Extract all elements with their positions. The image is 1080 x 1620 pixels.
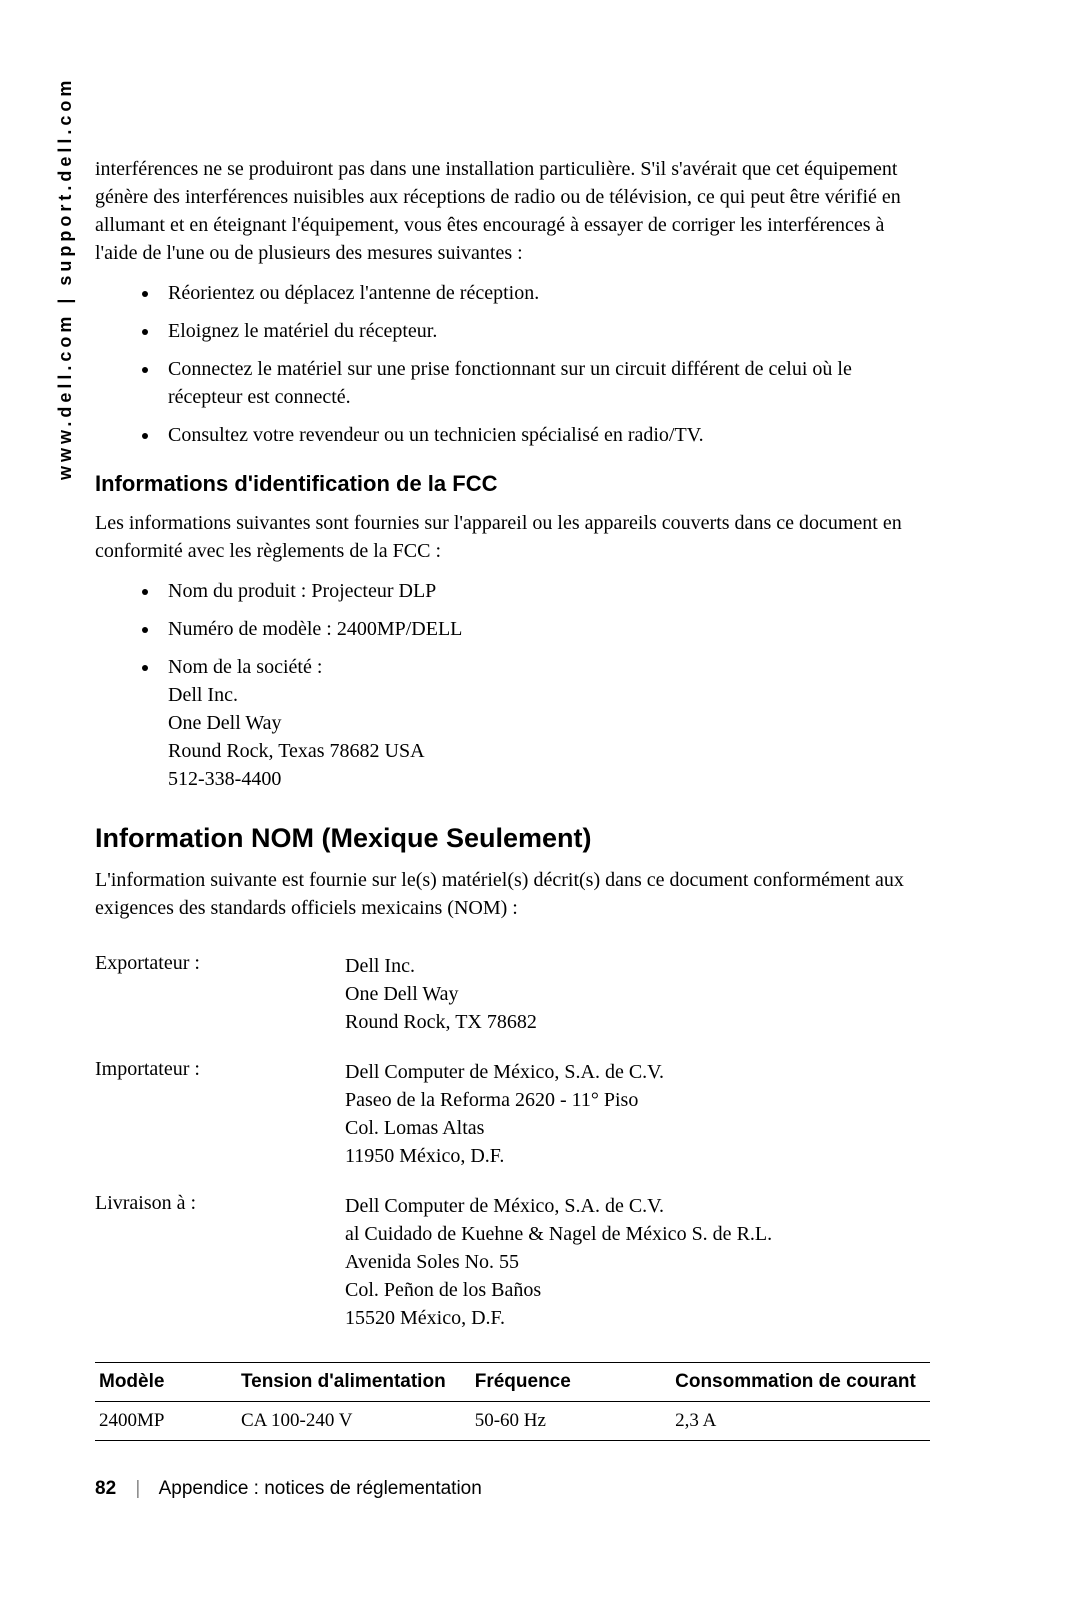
list-item: Réorientez ou déplacez l'antenne de réce… xyxy=(160,279,930,307)
list-item: Nom du produit : Projecteur DLP xyxy=(160,577,930,605)
col-header-voltage: Tension d'alimentation xyxy=(237,1363,471,1402)
info-label: Exportateur : xyxy=(95,952,345,1036)
cell-model: 2400MP xyxy=(95,1402,237,1441)
info-value: Dell Inc. One Dell Way Round Rock, TX 78… xyxy=(345,952,537,1036)
cell-frequency: 50-60 Hz xyxy=(471,1402,671,1441)
fcc-id-heading: Informations d'identification de la FCC xyxy=(95,471,930,497)
address-line: 512-338-4400 xyxy=(168,765,930,793)
table-row: 2400MP CA 100-240 V 50-60 Hz 2,3 A xyxy=(95,1402,930,1441)
list-item: Eloignez le matériel du récepteur. xyxy=(160,317,930,345)
footer-title: Appendice : notices de réglementation xyxy=(159,1478,482,1499)
cell-current: 2,3 A xyxy=(671,1402,930,1441)
address-line: Dell Inc. xyxy=(168,681,930,709)
nom-heading: Information NOM (Mexique Seulement) xyxy=(95,823,930,854)
list-item: Connectez le matériel sur une prise fonc… xyxy=(160,355,930,411)
address-line: 15520 México, D.F. xyxy=(345,1304,772,1332)
address-line: al Cuidado de Kuehne & Nagel de México S… xyxy=(345,1220,772,1248)
measures-list: Réorientez ou déplacez l'antenne de réce… xyxy=(95,279,930,449)
info-value: Dell Computer de México, S.A. de C.V. Pa… xyxy=(345,1058,664,1170)
address-line: One Dell Way xyxy=(345,980,537,1008)
fcc-intro-paragraph: Les informations suivantes sont fournies… xyxy=(95,509,930,565)
info-label: Livraison à : xyxy=(95,1192,345,1332)
info-label: Importateur : xyxy=(95,1058,345,1170)
address-line: Round Rock, TX 78682 xyxy=(345,1008,537,1036)
fcc-info-list: Nom du produit : Projecteur DLP Numéro d… xyxy=(95,577,930,793)
intro-paragraph: interférences ne se produiront pas dans … xyxy=(95,155,930,267)
footer-divider: | xyxy=(135,1478,140,1499)
col-header-current: Consommation de courant xyxy=(671,1363,930,1402)
sidebar-url-text: www.dell.com | support.dell.com xyxy=(55,77,76,480)
cell-voltage: CA 100-240 V xyxy=(237,1402,471,1441)
col-header-frequency: Fréquence xyxy=(471,1363,671,1402)
list-item: Numéro de modèle : 2400MP/DELL xyxy=(160,615,930,643)
address-line: Col. Peñon de los Baños xyxy=(345,1276,772,1304)
address-line: Dell Computer de México, S.A. de C.V. xyxy=(345,1058,664,1086)
company-label: Nom de la société : xyxy=(168,653,930,681)
info-row-importer: Importateur : Dell Computer de México, S… xyxy=(95,1058,930,1170)
address-line: Col. Lomas Altas xyxy=(345,1114,664,1142)
page-footer: 82 | Appendice : notices de réglementati… xyxy=(95,1478,482,1500)
col-header-model: Modèle xyxy=(95,1363,237,1402)
address-line: Dell Inc. xyxy=(345,952,537,980)
info-value: Dell Computer de México, S.A. de C.V. al… xyxy=(345,1192,772,1332)
info-row-exporter: Exportateur : Dell Inc. One Dell Way Rou… xyxy=(95,952,930,1036)
list-item: Nom de la société : Dell Inc. One Dell W… xyxy=(160,653,930,793)
nom-intro-paragraph: L'information suivante est fournie sur l… xyxy=(95,866,930,922)
info-row-ship-to: Livraison à : Dell Computer de México, S… xyxy=(95,1192,930,1332)
address-line: Round Rock, Texas 78682 USA xyxy=(168,737,930,765)
address-line: Dell Computer de México, S.A. de C.V. xyxy=(345,1192,772,1220)
page-number: 82 xyxy=(95,1478,116,1499)
address-line: Paseo de la Reforma 2620 - 11° Piso xyxy=(345,1086,664,1114)
nom-info-table: Exportateur : Dell Inc. One Dell Way Rou… xyxy=(95,952,930,1332)
company-address: Dell Inc. One Dell Way Round Rock, Texas… xyxy=(168,681,930,793)
main-content: interférences ne se produiront pas dans … xyxy=(95,155,930,1441)
address-line: Avenida Soles No. 55 xyxy=(345,1248,772,1276)
list-item: Consultez votre revendeur ou un technici… xyxy=(160,421,930,449)
address-line: 11950 México, D.F. xyxy=(345,1142,664,1170)
address-line: One Dell Way xyxy=(168,709,930,737)
spec-table: Modèle Tension d'alimentation Fréquence … xyxy=(95,1362,930,1441)
